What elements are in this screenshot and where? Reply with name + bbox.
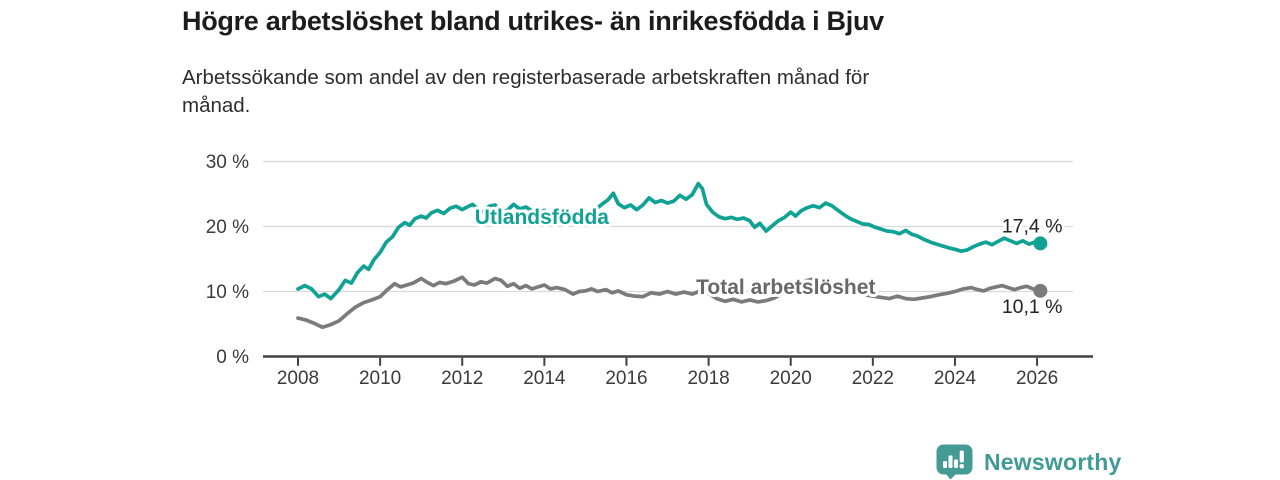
y-tick-label: 30 % <box>206 152 249 173</box>
series-path-total-arbetsl-shet <box>296 275 1043 330</box>
x-tick-label: 2018 <box>687 368 729 389</box>
x-tick-label: 2008 <box>277 368 319 389</box>
newsworthy-logo: Newsworthy <box>936 444 1121 480</box>
y-tick-label: 10 % <box>206 282 249 303</box>
chart-subtitle: Arbetssökande som andel av den registerb… <box>182 66 870 118</box>
series-inline-label: Total arbetslöshet <box>696 276 875 299</box>
series-inline-label: Utlandsfödda <box>475 206 609 229</box>
x-tick-label: 2014 <box>523 368 566 389</box>
x-tick-label: 2026 <box>1016 368 1058 389</box>
series-value-label: 10,1 % <box>1002 296 1063 318</box>
x-tick-label: 2024 <box>934 368 977 389</box>
series-value-label: 17,4 % <box>1002 216 1063 238</box>
x-tick-label: 2016 <box>605 368 647 389</box>
series-end-dot <box>1033 236 1048 251</box>
y-tick-label: 20 % <box>206 217 249 238</box>
series-end-dot <box>1033 283 1048 298</box>
x-tick-label: 2012 <box>441 368 483 389</box>
page-title: Högre arbetslöshet bland utrikes- än inr… <box>182 6 884 36</box>
x-tick-label: 2022 <box>852 368 894 389</box>
series-path-utlandsf-dda <box>296 181 1043 301</box>
newsworthy-bubble-chart-icon <box>936 444 973 480</box>
x-tick-label: 2010 <box>359 368 401 389</box>
newsworthy-wordmark: Newsworthy <box>984 448 1122 475</box>
x-tick-label: 2020 <box>770 368 812 389</box>
y-tick-label: 0 % <box>216 347 249 368</box>
